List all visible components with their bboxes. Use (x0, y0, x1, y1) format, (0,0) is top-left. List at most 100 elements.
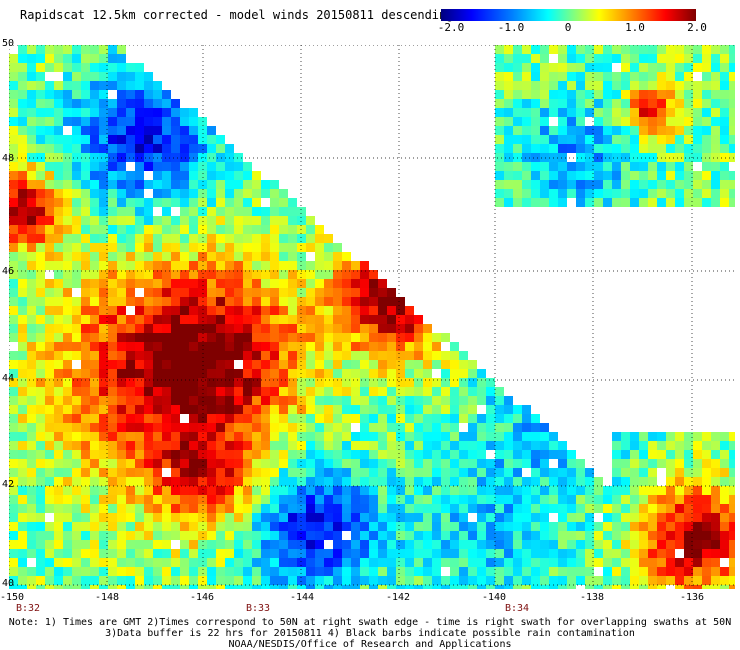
wind-cell (198, 360, 207, 369)
wind-cell (117, 396, 126, 405)
wind-cell (639, 171, 648, 180)
wind-cell (27, 99, 36, 108)
wind-cell (684, 198, 693, 207)
wind-cell (666, 513, 675, 522)
wind-cell (63, 576, 72, 585)
wind-cell (9, 369, 18, 378)
wind-cell (576, 576, 585, 585)
wind-cell (171, 216, 180, 225)
wind-cell (684, 459, 693, 468)
wind-cell (162, 333, 171, 342)
wind-cell (360, 450, 369, 459)
wind-cell (639, 72, 648, 81)
wind-cell (351, 531, 360, 540)
wind-cell (540, 162, 549, 171)
wind-cell (225, 153, 234, 162)
wind-cell (441, 468, 450, 477)
wind-cell (432, 342, 441, 351)
wind-cell (270, 576, 279, 585)
wind-cell (297, 486, 306, 495)
wind-cell (324, 288, 333, 297)
wind-cell (396, 531, 405, 540)
wind-cell (252, 180, 261, 189)
wind-cell (297, 540, 306, 549)
wind-cell (81, 135, 90, 144)
wind-cell (117, 459, 126, 468)
wind-cell (54, 576, 63, 585)
wind-cell (45, 117, 54, 126)
wind-cell (288, 585, 297, 589)
wind-cell (126, 423, 135, 432)
wind-cell (414, 567, 423, 576)
wind-cell (576, 504, 585, 513)
wind-cell (90, 279, 99, 288)
wind-cell (639, 135, 648, 144)
wind-cell (162, 279, 171, 288)
wind-cell (225, 468, 234, 477)
wind-cell (558, 477, 567, 486)
wind-cell (549, 477, 558, 486)
wind-cell (522, 558, 531, 567)
wind-cell (45, 243, 54, 252)
wind-cell (324, 459, 333, 468)
wind-cell (108, 468, 117, 477)
wind-cell (90, 423, 99, 432)
wind-cell (459, 567, 468, 576)
wind-cell (243, 576, 252, 585)
wind-cell (675, 135, 684, 144)
wind-cell (108, 531, 117, 540)
wind-cell (252, 216, 261, 225)
wind-cell (378, 513, 387, 522)
wind-cell (18, 549, 27, 558)
wind-cell (9, 234, 18, 243)
wind-cell (603, 531, 612, 540)
wind-cell (90, 45, 99, 54)
wind-cell (495, 81, 504, 90)
wind-cell (450, 378, 459, 387)
wind-cell (315, 567, 324, 576)
wind-cell (711, 477, 720, 486)
wind-cell (171, 342, 180, 351)
wind-cell (180, 171, 189, 180)
wind-cell (540, 549, 549, 558)
wind-cell (18, 153, 27, 162)
wind-cell (522, 567, 531, 576)
wind-cell (351, 504, 360, 513)
wind-cell (225, 180, 234, 189)
wind-cell (45, 216, 54, 225)
wind-cell (243, 207, 252, 216)
wind-cell (306, 360, 315, 369)
wind-cell (180, 270, 189, 279)
wind-cell (27, 351, 36, 360)
wind-cell (324, 243, 333, 252)
wind-cell (513, 414, 522, 423)
wind-cell (126, 216, 135, 225)
wind-cell (207, 279, 216, 288)
wind-cell (459, 387, 468, 396)
wind-cell (423, 387, 432, 396)
wind-cell (567, 468, 576, 477)
wind-cell (243, 378, 252, 387)
wind-cell (54, 441, 63, 450)
wind-cell (612, 99, 621, 108)
wind-cell (207, 234, 216, 243)
wind-cell (54, 54, 63, 63)
wind-cell (522, 423, 531, 432)
wind-cell (171, 198, 180, 207)
wind-cell (153, 351, 162, 360)
wind-cell (261, 234, 270, 243)
wind-cell (9, 432, 18, 441)
wind-cell (171, 477, 180, 486)
wind-cell (270, 270, 279, 279)
wind-cell (612, 135, 621, 144)
wind-cell (540, 153, 549, 162)
wind-cell (63, 585, 72, 589)
wind-cell (432, 531, 441, 540)
wind-cell (153, 225, 162, 234)
wind-cell (27, 297, 36, 306)
wind-cell (351, 279, 360, 288)
wind-cell (171, 306, 180, 315)
wind-cell (9, 504, 18, 513)
wind-cell (81, 144, 90, 153)
wind-cell (486, 459, 495, 468)
